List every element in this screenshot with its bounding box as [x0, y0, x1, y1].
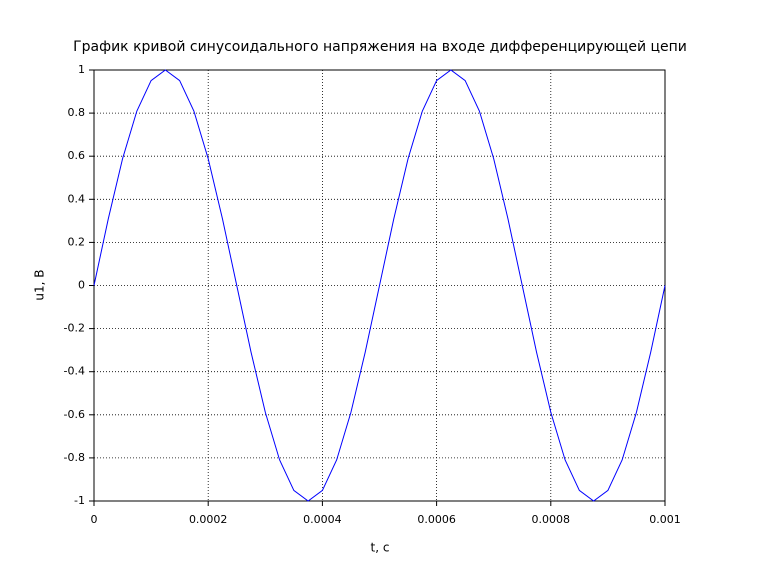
y-tick-label: -0.2: [64, 322, 85, 335]
y-tick-label: 0.4: [68, 192, 86, 205]
x-tick-label: 0.0004: [303, 513, 342, 526]
y-tick-label: 0: [78, 279, 85, 292]
x-axis-label: t, c: [371, 541, 390, 555]
y-tick-label: 0.8: [68, 106, 86, 119]
y-tick-label: 0.2: [68, 235, 86, 248]
y-tick-label: -0.8: [64, 451, 85, 464]
chart-title: График кривой синусоидального напряжения…: [73, 39, 687, 55]
y-tick-label: 0.6: [68, 149, 86, 162]
y-axis-label: u1, B: [33, 269, 47, 300]
y-tick-label: -1: [74, 494, 85, 507]
x-tick-label: 0.0002: [189, 513, 228, 526]
y-tick-label: -0.6: [64, 408, 85, 421]
y-tick-label: 1: [78, 63, 85, 76]
x-tick-label: 0.0008: [532, 513, 571, 526]
x-tick-label: 0.001: [649, 513, 681, 526]
data-line: [93, 69, 666, 502]
y-tick-label: -0.4: [64, 365, 85, 378]
x-tick-label: 0.0006: [417, 513, 456, 526]
x-tick-label: 0: [91, 513, 98, 526]
